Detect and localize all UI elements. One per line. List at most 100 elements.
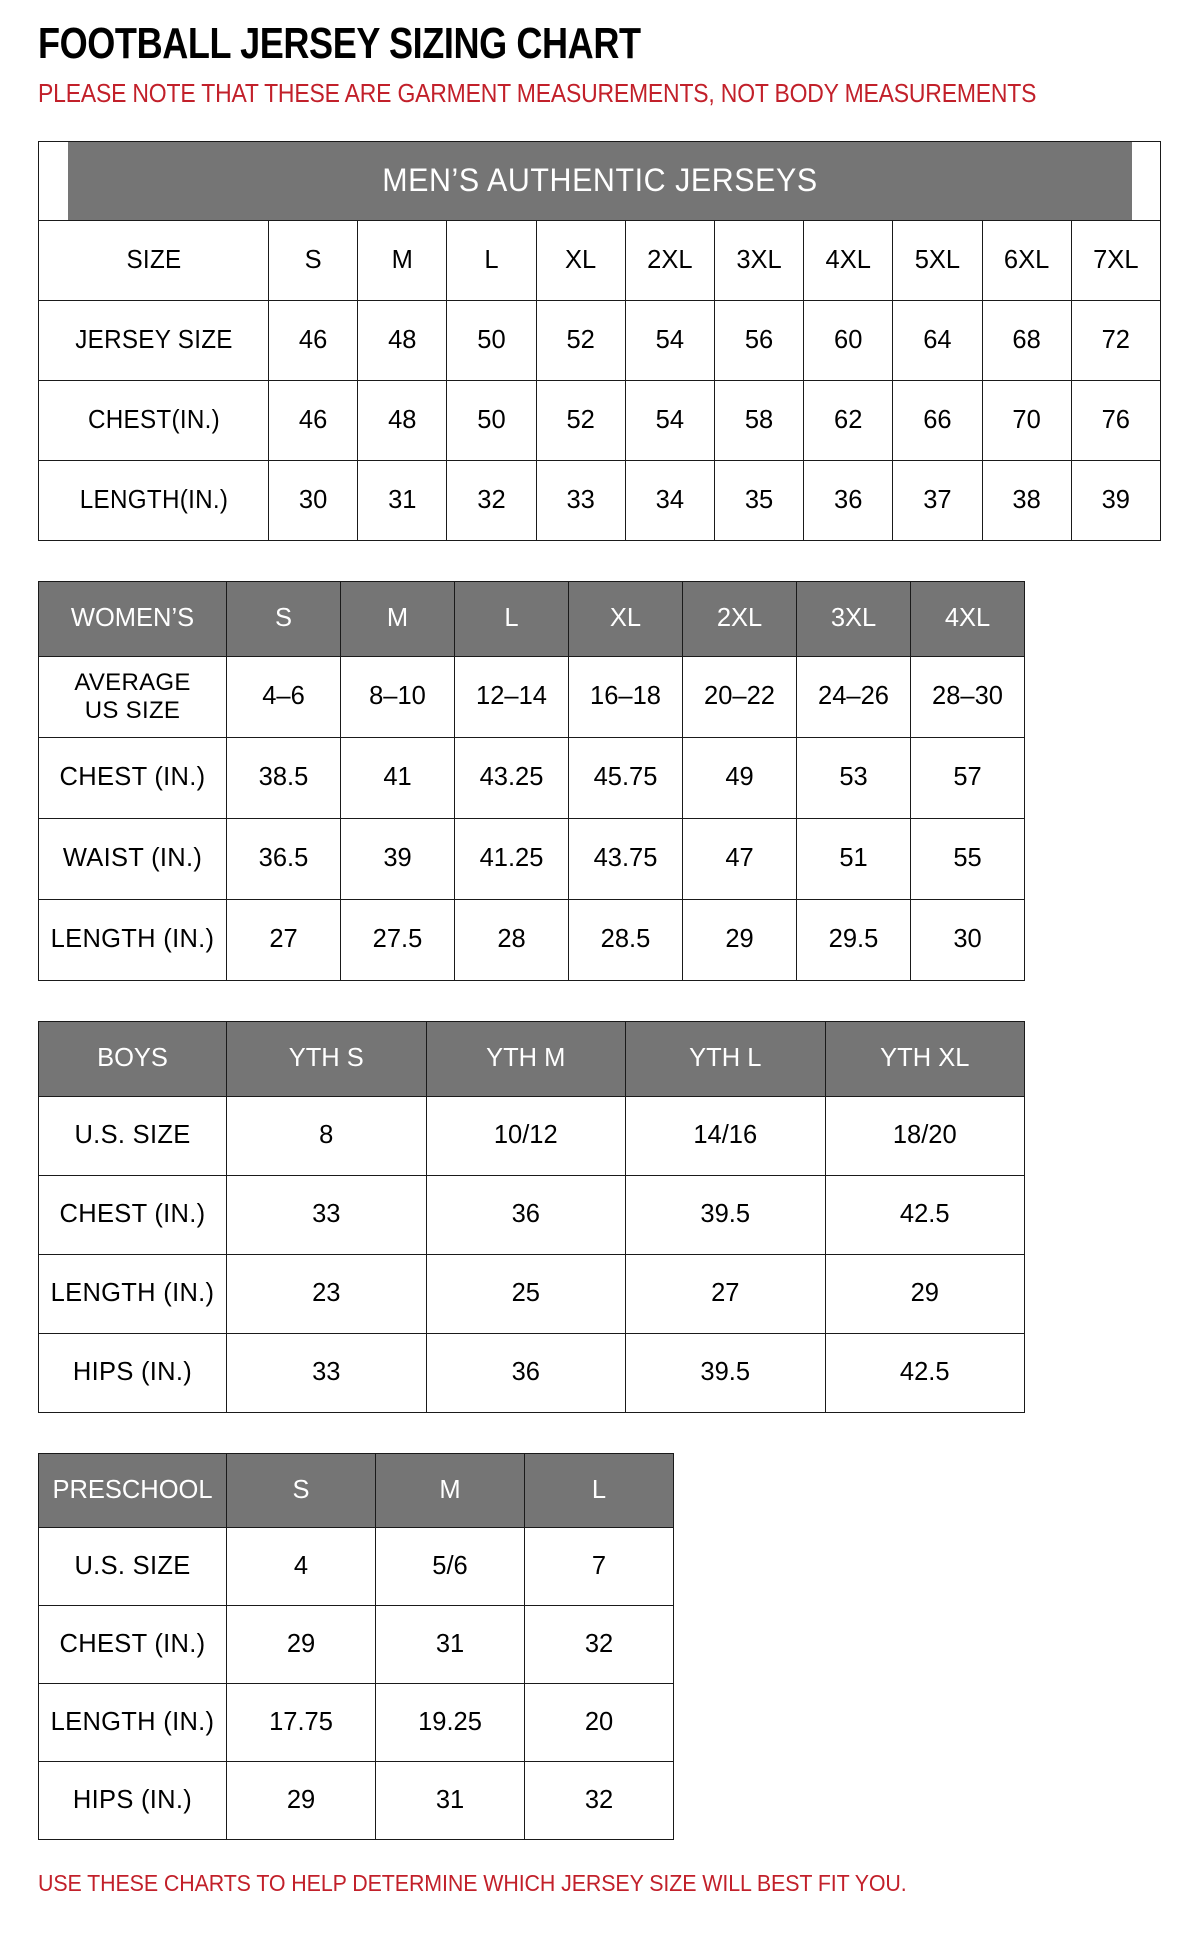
table-cell: 31	[357, 459, 448, 541]
table-cell: 36	[803, 459, 894, 541]
table-row-size: SIZE S M L XL 2XL 3XL 4XL 5XL 6XL 7XL	[39, 219, 1161, 301]
table-cell: 47	[682, 817, 797, 900]
table-cell: 39.5	[625, 1332, 826, 1413]
table-cell: 56	[713, 299, 805, 381]
table-cell: 27	[625, 1253, 826, 1334]
table-cell: 27	[226, 898, 341, 981]
table-cell: 33	[226, 1174, 427, 1255]
row-label-length: LENGTH(IN.)	[43, 459, 264, 541]
row-label-length: LENGTH (IN.)	[38, 1253, 227, 1334]
preschool-table-header-label: PRESCHOOL	[38, 1452, 227, 1528]
table-row-chest: CHEST (IN.) 29 31 32	[38, 1604, 674, 1684]
table-cell: 43.25	[454, 736, 569, 819]
row-label-average-us-size: AVERAGE US SIZE	[38, 655, 227, 738]
table-cell: 70	[981, 379, 1072, 461]
table-row-length: LENGTH (IN.) 17.75 19.25 20	[38, 1682, 674, 1762]
table-cell: 27.5	[340, 898, 455, 981]
table-cell: 72	[1070, 299, 1161, 381]
measurement-disclaimer: PLEASE NOTE THAT THESE ARE GARMENT MEASU…	[38, 80, 1037, 108]
table-cell: 28–30	[910, 655, 1025, 738]
table-cell: 33	[226, 1332, 427, 1413]
cell-size-m: M	[375, 1452, 525, 1528]
table-cell: 50	[446, 299, 537, 381]
cell-size-3xl: 3XL	[713, 219, 805, 301]
table-cell: 68	[981, 299, 1072, 381]
table-row-chest: CHEST(IN.) 46 48 50 52 54 58 62 66 70 76	[39, 379, 1161, 461]
table-cell: 46	[267, 379, 359, 461]
table-row-banner: MEN’S AUTHENTIC JERSEYS	[39, 140, 1161, 221]
table-cell: 25	[425, 1253, 626, 1334]
table-cell: 57	[910, 736, 1025, 819]
average-label-line2: US SIZE	[84, 696, 181, 724]
cell-size-5xl: 5XL	[892, 219, 983, 301]
cell-size-4xl: 4XL	[910, 580, 1025, 657]
table-cell: 17.75	[226, 1682, 376, 1762]
table-cell: 20	[524, 1682, 674, 1762]
mens-table-banner: MEN’S AUTHENTIC JERSEYS	[66, 140, 1133, 221]
cell-size-yth-s: YTH S	[226, 1020, 427, 1097]
table-cell: 32	[524, 1604, 674, 1684]
table-cell: 53	[796, 736, 911, 819]
table-row-us-size: U.S. SIZE 4 5/6 7	[38, 1526, 674, 1606]
table-cell: 29.5	[796, 898, 911, 981]
table-cell: 24–26	[796, 655, 911, 738]
table-cell: 29	[226, 1760, 376, 1840]
row-label-us-size: U.S. SIZE	[38, 1526, 227, 1606]
cell-size-s: S	[267, 219, 359, 301]
table-row-hips: HIPS (IN.) 29 31 32	[38, 1760, 674, 1840]
table-cell: 34	[624, 459, 715, 541]
table-cell: 31	[375, 1760, 525, 1840]
table-cell: 76	[1070, 379, 1161, 461]
table-row-jersey-size: JERSEY SIZE 46 48 50 52 54 56 60 64 68 7…	[39, 299, 1161, 381]
preschool-jerseys-table: PRESCHOOL S M L U.S. SIZE 4 5/6 7 CHEST …	[38, 1452, 674, 1840]
table-cell: 19.25	[375, 1682, 525, 1762]
table-cell: 29	[682, 898, 797, 981]
table-cell: 8	[226, 1095, 427, 1176]
table-cell: 32	[524, 1760, 674, 1840]
cell-size-s: S	[226, 580, 341, 657]
table-cell: 64	[892, 299, 983, 381]
cell-size-4xl: 4XL	[803, 219, 894, 301]
table-cell: 30	[910, 898, 1025, 981]
cell-size-m: M	[340, 580, 455, 657]
table-cell: 29	[226, 1604, 376, 1684]
table-cell: 41	[340, 736, 455, 819]
row-label-hips: HIPS (IN.)	[38, 1332, 227, 1413]
row-label-chest: CHEST (IN.)	[38, 1604, 227, 1684]
table-cell: 37	[892, 459, 983, 541]
table-cell: 4	[226, 1526, 376, 1606]
cell-size-l: L	[454, 580, 569, 657]
table-cell: 38	[981, 459, 1072, 541]
page-title: FOOTBALL JERSEY SIZING CHART	[38, 19, 641, 68]
row-label-jersey-size: JERSEY SIZE	[43, 299, 264, 381]
table-cell: 39.5	[625, 1174, 826, 1255]
table-cell: 31	[375, 1604, 525, 1684]
table-row-waist: WAIST (IN.) 36.5 39 41.25 43.75 47 51 55	[38, 817, 1025, 900]
table-cell: 4–6	[226, 655, 341, 738]
row-label-chest: CHEST (IN.)	[38, 736, 227, 819]
row-label-length: LENGTH (IN.)	[38, 898, 227, 981]
table-cell: 54	[624, 379, 715, 461]
cell-size-yth-m: YTH M	[425, 1020, 626, 1097]
average-label-line1: AVERAGE	[74, 668, 191, 696]
table-cell: 52	[535, 299, 626, 381]
boys-table-header-label: BOYS	[38, 1020, 227, 1097]
table-cell: 48	[357, 299, 448, 381]
table-cell: 62	[803, 379, 894, 461]
table-cell: 32	[446, 459, 537, 541]
cell-size-2xl: 2XL	[682, 580, 797, 657]
table-row-length: LENGTH(IN.) 30 31 32 33 34 35 36 37 38 3…	[39, 459, 1161, 541]
cell-size-m: M	[357, 219, 448, 301]
table-cell: 48	[357, 379, 448, 461]
table-cell: 7	[524, 1526, 674, 1606]
womens-table-header-label: WOMEN’S	[38, 580, 227, 657]
table-cell: 36	[425, 1174, 626, 1255]
table-cell: 49	[682, 736, 797, 819]
cell-size-6xl: 6XL	[981, 219, 1072, 301]
table-cell: 54	[624, 299, 715, 381]
table-cell: 30	[267, 459, 359, 541]
table-cell: 58	[713, 379, 805, 461]
cell-size-3xl: 3XL	[796, 580, 911, 657]
table-cell: 51	[796, 817, 911, 900]
